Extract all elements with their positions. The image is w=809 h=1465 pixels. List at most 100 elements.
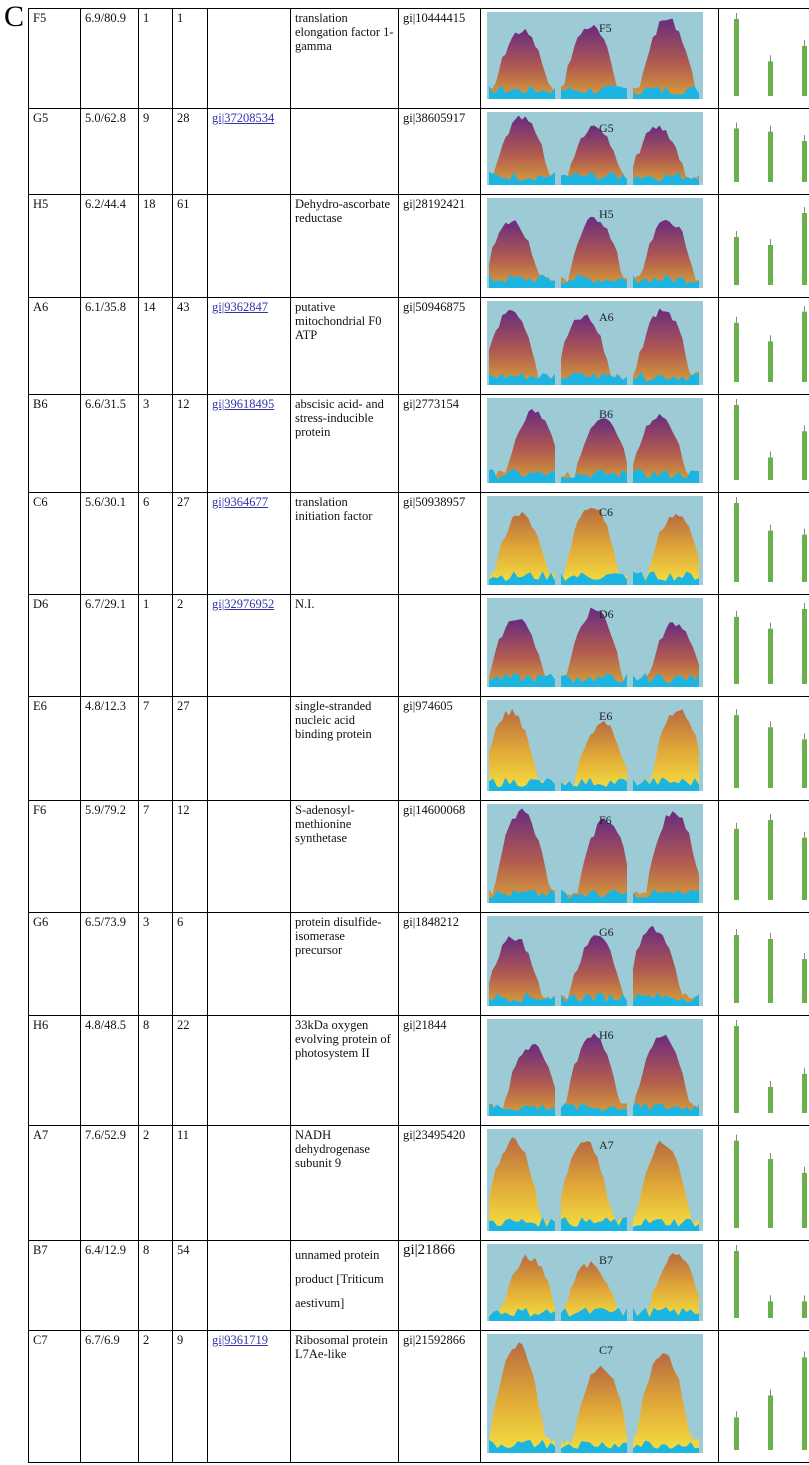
cell-text: F5 [33,11,46,25]
bar-chart [719,1016,809,1123]
table-cell: 1 [172,8,208,109]
bar-chart [719,1126,809,1238]
bar [802,838,807,900]
gi-link[interactable]: gi|32976952 [212,597,274,611]
table-cell [207,912,291,1016]
cell-text: abscisic acid- and stress-inducible prot… [295,397,384,439]
cell-text: 54 [177,1243,190,1257]
table-cell: NADH dehydrogenase subunit 9 [290,1125,399,1241]
spot-image: G5 [487,112,703,185]
gi-link[interactable]: gi|39618495 [212,397,274,411]
table-cell: 6.7/29.1 [80,594,139,697]
bar [802,739,807,788]
table-cell: H6 [480,1015,719,1126]
cell-text: 4.8/48.5 [85,1018,126,1032]
table-cell: G5 [480,108,719,195]
table-cell: 7.6/52.9 [80,1125,139,1241]
bar [734,829,739,900]
gi-link[interactable]: gi|37208534 [212,111,274,125]
table-cell: 6.6/31.5 [80,394,139,493]
bar [768,531,773,582]
table-cell: translation initiation factor [290,492,399,595]
table-cell: gi|39618495 [207,394,291,493]
table-cell: gi|28192421 [398,194,481,298]
table-cell [207,194,291,298]
cell-text: 28 [177,111,190,125]
table-cell: G5 [28,108,81,195]
spot-image: A6 [487,301,703,385]
table-cell: 1 [138,8,173,109]
table-cell: H6 [28,1015,81,1126]
table-cell: gi|38605917 [398,108,481,195]
table-cell: B6 [28,394,81,493]
table-cell [718,8,809,109]
bar [802,1074,807,1113]
cell-text: C7 [33,1333,48,1347]
cell-text: 7.6/52.9 [85,1128,126,1142]
bar [734,1417,739,1450]
bar [802,609,807,684]
table-cell: 28 [172,108,208,195]
bar [734,617,739,684]
table-cell: unnamed protein product [Triticum aestiv… [290,1240,399,1331]
table-cell [207,696,291,801]
bar [802,535,807,582]
bar [734,237,739,285]
cell-text: 6.7/29.1 [85,597,126,611]
table-cell [718,108,809,195]
table-cell: gi|21866 [398,1240,481,1331]
bar [768,939,773,1003]
table-cell: 6 [172,912,208,1016]
cell-text: 14 [143,300,156,314]
cell-text: 6.7/6.9 [85,1333,120,1347]
cell-text: 5.6/30.1 [85,495,126,509]
bar [802,959,807,1003]
cell-text: gi|38605917 [403,111,465,125]
cell-text: gi|21592866 [403,1333,465,1347]
bar [734,715,739,788]
table-cell [207,8,291,109]
bar [768,820,773,900]
gi-link[interactable]: gi|9364677 [212,495,268,509]
table-cell: protein disulfide-isomerase precursor [290,912,399,1016]
spot-image: E6 [487,700,703,791]
table-cell: C6 [28,492,81,595]
table-cell: C7 [28,1330,81,1463]
table-cell: 9 [138,108,173,195]
spot-label: H5 [599,207,614,221]
cell-text: 6 [177,915,183,929]
gi-link[interactable]: gi|9361719 [212,1333,268,1347]
spot-image: D6 [487,598,703,687]
cell-text: 8 [143,1018,149,1032]
table-cell: gi|23495420 [398,1125,481,1241]
table-cell: 6.2/44.4 [80,194,139,298]
bar [802,213,807,285]
bar [768,132,773,182]
cell-text: G6 [33,915,48,929]
table-cell [207,1015,291,1126]
bar [734,1141,739,1228]
spot-image: H5 [487,198,703,288]
table-cell: 43 [172,297,208,395]
cell-text: Ribosomal protein L7Ae-like [295,1333,388,1361]
spot-image: C6 [487,496,703,585]
bar [734,405,739,480]
table-cell: A6 [28,297,81,395]
spot-label: D6 [599,607,614,621]
bar-chart [719,195,809,295]
cell-text: 3 [143,915,149,929]
cell-text: 6.9/80.9 [85,11,126,25]
table-cell: 2 [172,594,208,697]
gi-link[interactable]: gi|9362847 [212,300,268,314]
cell-text: 61 [177,197,190,211]
cell-text: gi|50938957 [403,495,465,509]
table-cell: 9 [172,1330,208,1463]
cell-text: 6.1/35.8 [85,300,126,314]
table-cell: Ribosomal protein L7Ae-like [290,1330,399,1463]
bar [768,1301,773,1318]
table-cell [718,394,809,493]
table-cell: B7 [480,1240,719,1331]
spot-image: H6 [487,1019,703,1116]
bar [734,1251,739,1318]
cell-text: B6 [33,397,48,411]
